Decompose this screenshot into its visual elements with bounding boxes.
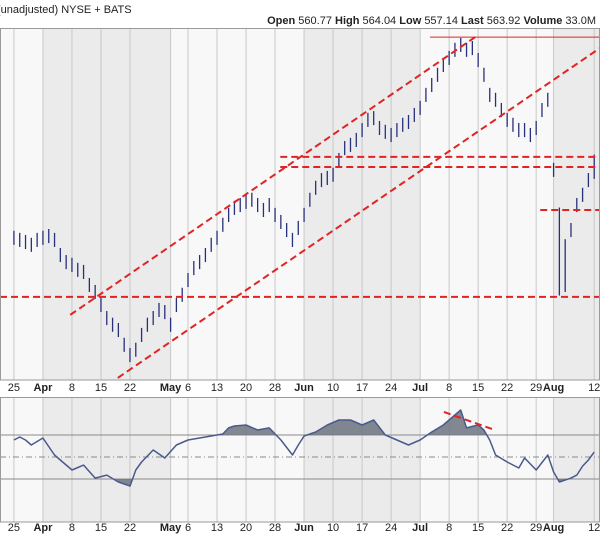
x-tick-label: 24 (385, 382, 397, 394)
x-tick-label: 29 (530, 522, 542, 534)
x-tick-label: Aug (543, 382, 564, 394)
month-band (420, 28, 554, 380)
quote-value: 563.92 (487, 15, 521, 27)
month-band (42, 397, 171, 522)
price-bars (13, 37, 595, 363)
quote-value: 33.0M (565, 15, 596, 27)
rsi (0, 409, 600, 487)
x-tick-label: 17 (356, 522, 368, 534)
x-tick-label: 8 (446, 382, 452, 394)
x-tick-label: Jun (294, 382, 314, 394)
x-tick-label: 25 (8, 522, 20, 534)
x-tick-label: Jun (294, 522, 314, 534)
x-tick-label: 28 (269, 522, 281, 534)
x-tick-label: 25 (8, 382, 20, 394)
x-tick-label: 22 (124, 522, 136, 534)
quote-value: 564.04 (363, 15, 397, 27)
x-tick-label: 8 (69, 382, 75, 394)
x-tick-label: May (160, 382, 182, 394)
month-bands (0, 28, 600, 522)
month-band (170, 28, 305, 380)
x-tick-label: 28 (269, 382, 281, 394)
trend-line (117, 47, 600, 379)
quote-label: High (335, 15, 360, 27)
trend-line (69, 34, 479, 316)
x-tick-label: 15 (472, 522, 484, 534)
x-tick-label: 20 (240, 522, 252, 534)
x-tick-label: 15 (95, 382, 107, 394)
month-band (553, 397, 600, 522)
x-tick-label: 15 (95, 522, 107, 534)
x-tick-label: 12 (588, 382, 600, 394)
quote-label: Open (267, 15, 295, 27)
x-tick-label: Jul (412, 382, 428, 394)
annotations (443, 411, 496, 431)
month-band (42, 28, 171, 380)
month-band (0, 28, 43, 380)
x-tick-label: 10 (327, 522, 339, 534)
quote-value: 560.77 (298, 15, 332, 27)
x-tick-label: 29 (530, 382, 542, 394)
x-tick-label: 6 (185, 522, 191, 534)
month-band (420, 397, 554, 522)
quote: Open 560.77 High 564.04 Low 557.14 Last … (267, 15, 596, 27)
x-tick-label: Apr (33, 382, 53, 394)
x-tick-label: 15 (472, 382, 484, 394)
x-tick-label: 6 (185, 382, 191, 394)
x-tick-label: 20 (240, 382, 252, 394)
x-tick-label: 13 (211, 522, 223, 534)
annotations (0, 34, 600, 379)
rsi-overbought-fill (217, 410, 487, 435)
x-tick-label: Jul (412, 522, 428, 534)
rsi-line (13, 409, 595, 487)
labels: 25 Apr 8 15 22 May 6 13 20 28 Jun 10 17 24 Jul 8 15 22 29 A… (8, 382, 600, 534)
x-tick-label: 22 (124, 382, 136, 394)
x-tick-label: 13 (211, 382, 223, 394)
x-tick-label: 12 (588, 522, 600, 534)
x-tick-label: May (160, 522, 182, 534)
x-tick-label: 8 (446, 522, 452, 534)
x-tick-label: 8 (69, 522, 75, 534)
quote-label: Volume (523, 15, 562, 27)
marks (0, 34, 600, 487)
x-tick-label: 10 (327, 382, 339, 394)
quote-label: Low (399, 15, 421, 27)
quote-value: 557.14 (424, 15, 458, 27)
month-band (170, 397, 305, 522)
quote-label: Last (461, 15, 484, 27)
x-tick-label: 24 (385, 522, 397, 534)
x-tick-label: 22 (501, 382, 513, 394)
grid (13, 28, 595, 522)
x-tick-label: 22 (501, 522, 513, 534)
x-tick-label: Aug (543, 522, 564, 534)
trend-line (443, 411, 496, 431)
chart-title: (unadjusted) NYSE + BATS (0, 4, 132, 16)
month-band (0, 397, 43, 522)
x-tick-label: 17 (356, 382, 368, 394)
x-tick-label: Apr (33, 522, 53, 534)
